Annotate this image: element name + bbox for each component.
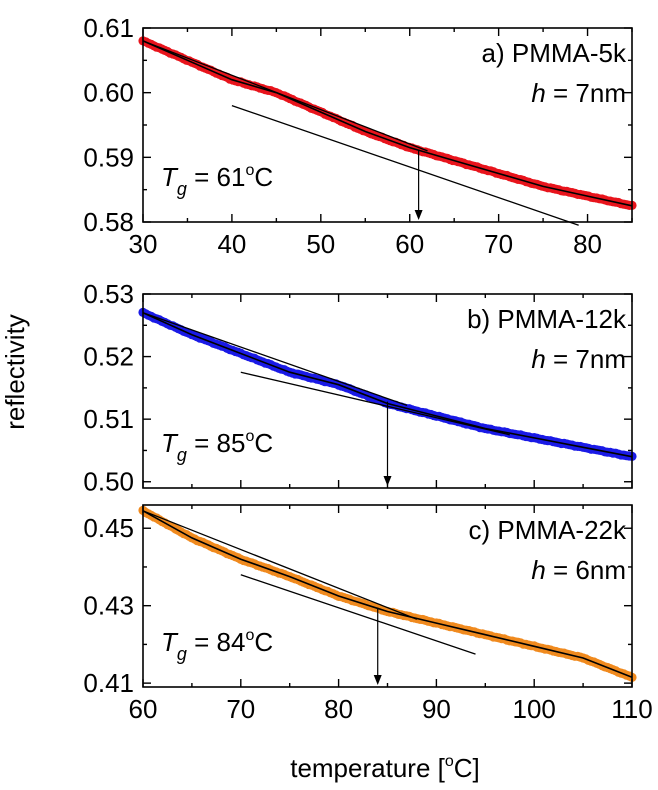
x-tick-label: 60 xyxy=(129,694,158,724)
tangent-line xyxy=(240,574,476,655)
y-tick-label: 0.43 xyxy=(83,591,134,621)
y-tick-label: 0.41 xyxy=(83,668,134,698)
y-tick-label: 0.52 xyxy=(83,342,134,372)
fit-curve xyxy=(142,510,633,679)
tangent-line xyxy=(142,40,428,152)
tangent-line xyxy=(142,312,408,407)
tg-label: Tg = 84oC xyxy=(161,627,273,664)
panel-label: b) PMMA-12k xyxy=(467,304,627,334)
x-tick-label: 100 xyxy=(513,694,556,724)
y-tick-label: 0.60 xyxy=(83,78,134,108)
y-tick-label: 0.50 xyxy=(83,467,134,497)
tangent-line xyxy=(231,104,579,226)
thickness-label: h = 7nm xyxy=(531,344,626,374)
chart-panel-3: 60 70 80 90 100 110 0.41 0.43 0.45 c) PMMA-22k h =… xyxy=(83,504,653,724)
y-tick-label: 0.53 xyxy=(83,279,134,309)
tg-arrowhead xyxy=(414,210,423,220)
y-axis-label: reflectivity xyxy=(0,314,30,430)
x-tick-label: 90 xyxy=(422,694,451,724)
tg-label: Tg = 61oC xyxy=(161,162,273,199)
panel-label: a) PMMA-5k xyxy=(482,38,627,68)
x-tick-label: 70 xyxy=(484,229,513,259)
x-tick-label: 30 xyxy=(129,229,158,259)
y-tick-label: 0.45 xyxy=(83,513,134,543)
x-axis-label: temperature [oC] xyxy=(290,753,480,783)
thickness-label: h = 7nm xyxy=(531,78,626,108)
x-tick-label: 40 xyxy=(217,229,246,259)
panel-label: c) PMMA-22k xyxy=(469,515,627,545)
thickness-label: h = 6nm xyxy=(531,555,626,585)
x-tick-label: 80 xyxy=(573,229,602,259)
x-tick-label: 110 xyxy=(611,694,652,724)
x-tick-label: 80 xyxy=(324,694,353,724)
tg-arrowhead xyxy=(383,476,392,486)
y-tick-label: 0.58 xyxy=(83,207,134,237)
x-tick-label: 70 xyxy=(226,694,255,724)
x-tick-label: 60 xyxy=(395,229,424,259)
y-tick-label: 0.51 xyxy=(83,404,134,434)
chart-panel-2: 0.50 0.51 0.52 0.53 b) PMMA-12k h = 7nm Tg = 8… xyxy=(83,279,637,497)
y-tick-label: 0.61 xyxy=(83,13,134,43)
x-tick-label: 50 xyxy=(306,229,335,259)
y-tick-label: 0.59 xyxy=(83,142,134,172)
tg-arrowhead xyxy=(373,675,382,685)
chart-panel-1: 30 40 50 60 70 80 0.58 0.59 0.60 0.61 a) PMMA-5k h … xyxy=(83,13,637,259)
fit-curve xyxy=(142,40,633,207)
tg-label: Tg = 85oC xyxy=(161,428,273,465)
tangent-line xyxy=(142,510,418,620)
tangent-line xyxy=(240,371,510,436)
